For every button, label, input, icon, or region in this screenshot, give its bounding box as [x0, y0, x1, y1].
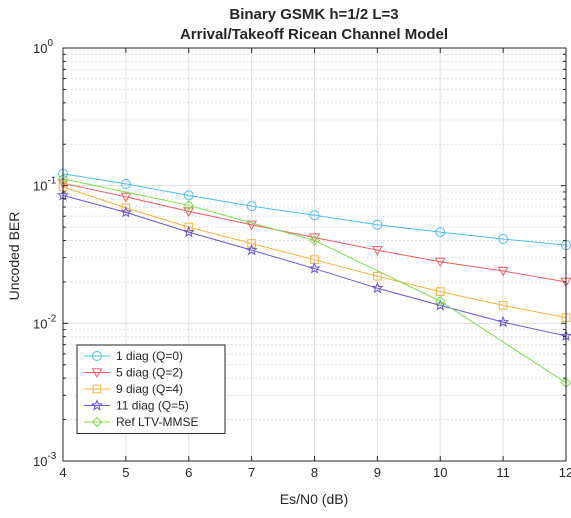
- legend-label: 11 diag (Q=5): [116, 399, 189, 413]
- data-point: [435, 227, 446, 238]
- data-point: [183, 207, 195, 217]
- x-tick-label: 5: [122, 465, 129, 480]
- x-tick-label: 10: [433, 465, 447, 480]
- data-point: [183, 190, 194, 201]
- series-line: [62, 173, 567, 246]
- legend-marker: [90, 399, 104, 411]
- y-tick-label: 10-3: [33, 451, 57, 469]
- axis-layer: 4 5 6 7 8 9 10 11 12 100 10-1 10-2 10-3: [33, 38, 571, 480]
- data-point: [183, 200, 194, 211]
- y-tick-label: 10-2: [33, 313, 57, 331]
- data-point: [497, 315, 510, 328]
- series-1: [58, 168, 571, 251]
- data-point: [247, 239, 256, 248]
- data-point: [246, 220, 257, 231]
- data-point: [119, 205, 132, 218]
- legend-marker: [91, 368, 103, 379]
- x-tick-label: 9: [374, 465, 381, 480]
- legend-marker: [92, 351, 102, 361]
- y-tick-label-exponent: -1: [47, 176, 56, 187]
- data-point: [434, 257, 446, 268]
- series-line: [62, 186, 567, 319]
- data-point: [308, 262, 321, 274]
- x-tick-label: 12: [559, 465, 571, 480]
- data-point: [372, 246, 383, 256]
- series-line: [62, 182, 567, 283]
- legend-marker: [91, 416, 103, 428]
- data-point: [373, 271, 382, 281]
- legend-label: 1 diag (Q=0): [116, 349, 183, 363]
- data-point: [498, 301, 508, 310]
- data-point: [182, 225, 195, 238]
- data-point: [245, 243, 258, 256]
- series-2: [57, 179, 571, 288]
- data-point: [184, 222, 194, 232]
- legend-label: Ref LTV-MMSE: [116, 415, 198, 429]
- legend-label: 9 diag (Q=4): [116, 382, 183, 396]
- data-point: [371, 281, 384, 294]
- y-tick-label: 10-1: [33, 176, 57, 194]
- x-tick-label: 4: [59, 465, 66, 480]
- data-point: [435, 295, 446, 307]
- y-tick-label: 100: [33, 38, 53, 56]
- data-point: [121, 203, 131, 213]
- series-layer: [56, 168, 571, 388]
- series-line: [62, 194, 567, 337]
- y-tick-label-exponent: 0: [47, 38, 53, 49]
- x-tick-label: 11: [496, 465, 510, 480]
- legend-label: 5 diag (Q=2): [116, 366, 183, 380]
- x-axis-label: Es/N0 (dB): [280, 491, 348, 507]
- data-point: [498, 233, 509, 244]
- x-tick-label: 7: [248, 465, 255, 480]
- chart-subtitle: Arrival/Takeoff Ricean Channel Model: [180, 26, 448, 43]
- y-tick-label-exponent: -3: [47, 451, 56, 462]
- data-point: [497, 266, 509, 277]
- data-point: [246, 201, 257, 212]
- data-point: [309, 235, 320, 246]
- x-tick-label: 6: [185, 465, 192, 480]
- series-line: [62, 178, 567, 384]
- y-axis-label: Uncoded BER: [6, 212, 22, 301]
- x-tick-label: 8: [311, 465, 318, 480]
- data-point: [309, 210, 320, 221]
- data-point: [435, 287, 445, 296]
- chart-title: Binary GSMK h=1/2 L=3: [229, 6, 398, 23]
- data-point: [372, 219, 383, 230]
- legend-layer: 1 diag (Q=0) 5 diag (Q=2) 9 diag (Q=4) 11 d…: [76, 344, 226, 434]
- data-point: [120, 192, 132, 203]
- legend-marker: [92, 384, 102, 394]
- y-tick-label-exponent: -2: [47, 313, 56, 324]
- data-point: [120, 178, 131, 189]
